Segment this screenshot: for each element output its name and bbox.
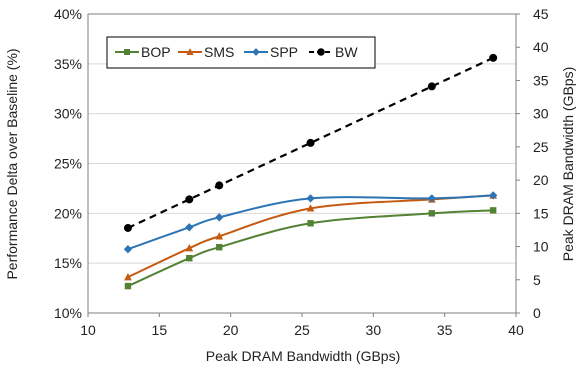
data-point-bw bbox=[123, 223, 132, 232]
series-layer bbox=[123, 53, 498, 290]
data-point-spp bbox=[123, 245, 133, 254]
data-point-bop bbox=[489, 207, 497, 214]
y2-tick-label: 30 bbox=[533, 106, 549, 122]
y2-tick-label: 40 bbox=[533, 39, 549, 55]
x-axis-title: Peak DRAM Bandwidth (GBps) bbox=[206, 348, 401, 364]
data-point-sms bbox=[306, 204, 315, 212]
x-tick-label: 35 bbox=[437, 322, 453, 338]
axes: 10 15 20 25 30 35 40 10% 15% 20% 25% 30% 35% 40% 0 5 10 1… bbox=[54, 6, 549, 338]
data-point-bw bbox=[215, 181, 224, 190]
data-point-bop bbox=[186, 254, 193, 262]
y-tick-label: 20% bbox=[54, 205, 82, 221]
legend-marker-spp bbox=[252, 48, 260, 56]
x-tick-label: 30 bbox=[366, 322, 382, 338]
y-tick-label: 40% bbox=[54, 6, 82, 22]
data-point-bw bbox=[427, 82, 436, 91]
y-tick-label: 25% bbox=[54, 156, 82, 172]
legend-label-bw: BW bbox=[335, 44, 358, 60]
legend-item-bop: BOP bbox=[115, 44, 171, 60]
data-point-spp bbox=[306, 194, 315, 203]
data-point-spp bbox=[489, 191, 498, 200]
data-point-spp bbox=[215, 213, 224, 222]
legend-item-sms: SMS bbox=[178, 44, 234, 60]
y2-tick-label: 15 bbox=[533, 205, 549, 221]
y2-tick-label: 0 bbox=[533, 305, 541, 321]
y2-axis-title: Peak DRAM Bandwidth (GBps) bbox=[560, 67, 576, 262]
legend: BOP SMS SPP BW bbox=[106, 36, 376, 69]
y-tick-label: 35% bbox=[54, 56, 82, 72]
legend-marker-sms bbox=[186, 48, 194, 55]
data-point-bw bbox=[185, 195, 194, 204]
y2-tick-label: 45 bbox=[533, 6, 549, 22]
legend-marker-bw bbox=[317, 48, 325, 56]
y2-tick-label: 25 bbox=[533, 139, 549, 155]
y-tick-label: 10% bbox=[54, 305, 82, 321]
data-point-bop bbox=[307, 220, 314, 227]
data-point-bop bbox=[428, 210, 436, 217]
data-point-bw bbox=[489, 53, 498, 62]
legend-label-sms: SMS bbox=[204, 44, 234, 60]
data-point-bop bbox=[216, 244, 223, 251]
data-point-sms bbox=[185, 244, 194, 252]
y2-tick-label: 35 bbox=[533, 72, 549, 88]
y-tick-label: 30% bbox=[54, 106, 82, 122]
data-point-sms bbox=[124, 272, 132, 281]
x-tick-label: 20 bbox=[223, 322, 239, 338]
legend-box bbox=[106, 36, 376, 69]
legend-marker-bop bbox=[124, 49, 130, 55]
legend-item-spp: SPP bbox=[244, 44, 298, 60]
y2-tick-label: 10 bbox=[533, 239, 549, 255]
data-point-spp bbox=[427, 194, 436, 203]
data-point-sms bbox=[215, 232, 224, 240]
series-spp bbox=[123, 191, 498, 254]
y-axis-title: Performance Delta over Baseline (%) bbox=[4, 48, 20, 279]
y2-tick-label: 20 bbox=[533, 172, 549, 188]
y2-tick-label: 5 bbox=[533, 272, 541, 288]
y-tick-label: 15% bbox=[54, 255, 82, 271]
x-tick-label: 15 bbox=[152, 322, 168, 338]
series-sms bbox=[124, 191, 498, 281]
x-tick-label: 25 bbox=[294, 322, 310, 338]
x-tick-label: 10 bbox=[80, 322, 96, 338]
data-point-bop bbox=[124, 282, 132, 290]
legend-label-bop: BOP bbox=[141, 44, 171, 60]
data-point-bw bbox=[306, 138, 315, 147]
legend-item-bw: BW bbox=[309, 44, 358, 60]
series-bw bbox=[123, 53, 498, 232]
legend-label-spp: SPP bbox=[270, 44, 298, 60]
series-bop bbox=[124, 207, 497, 290]
x-tick-label: 40 bbox=[508, 322, 524, 338]
data-point-spp bbox=[185, 223, 194, 232]
